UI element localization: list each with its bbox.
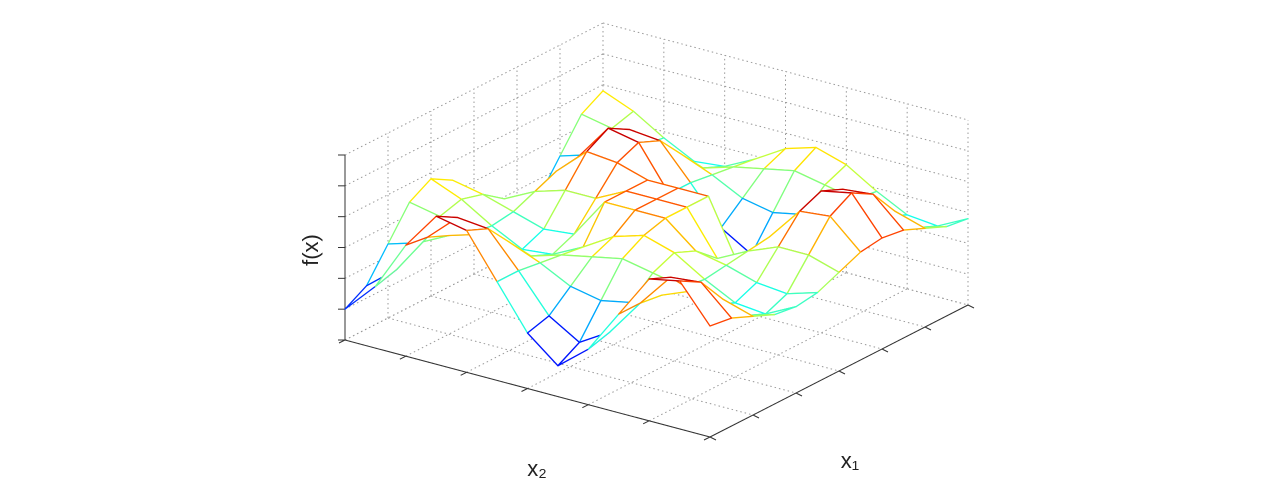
x2-tick — [460, 371, 467, 376]
x1-axis-label: x₁ — [841, 448, 859, 473]
x1-tick — [924, 326, 932, 331]
x1-tick — [881, 348, 889, 353]
x1-tick — [967, 304, 975, 309]
x2-tick — [399, 355, 407, 360]
z-axis-label: f(x) — [298, 234, 323, 266]
x2-tick — [582, 404, 589, 409]
x1-tick — [795, 392, 803, 397]
x2-tick — [521, 388, 528, 392]
grid-line — [527, 256, 786, 389]
grid-line — [588, 272, 847, 406]
grid-line — [344, 115, 604, 248]
grid-line — [344, 207, 604, 341]
x1-tick — [752, 414, 760, 419]
surface-cell — [678, 280, 733, 327]
grid-line — [648, 288, 908, 422]
x2-tick — [642, 420, 650, 425]
x2-tick — [338, 339, 346, 344]
x2-axis-label: x₂ — [527, 456, 547, 481]
x1-tick — [709, 436, 717, 441]
x2-tick — [703, 436, 711, 441]
grid-line — [344, 84, 604, 218]
x1-tick — [838, 370, 846, 375]
